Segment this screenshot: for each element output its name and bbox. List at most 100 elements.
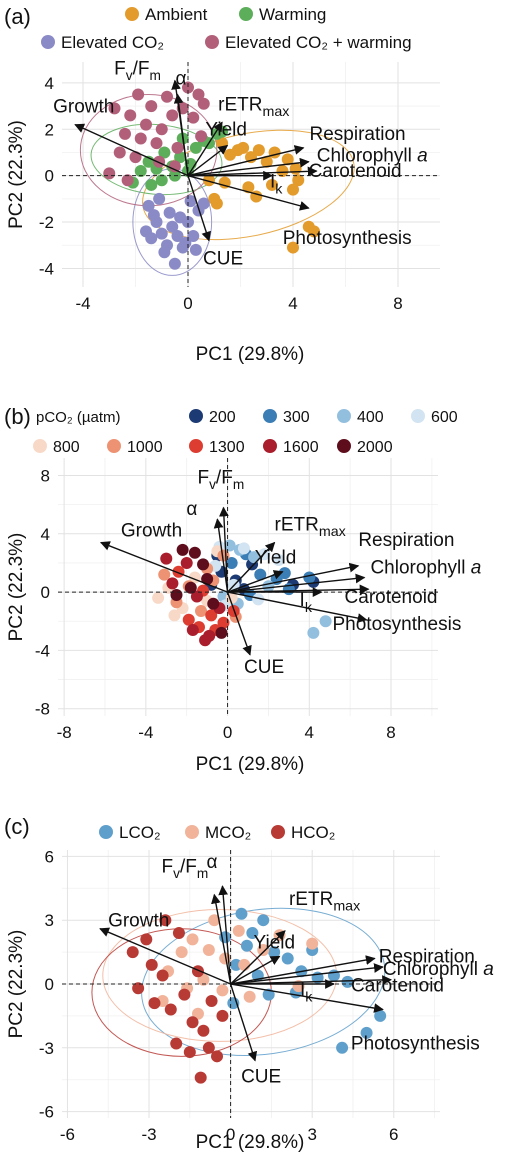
data-point [237, 542, 250, 555]
data-point [336, 1041, 349, 1054]
data-point [232, 924, 245, 937]
data-point [168, 257, 181, 270]
data-point [257, 914, 270, 927]
data-point [225, 556, 238, 569]
legend-label: 400 [357, 409, 384, 426]
panel-a: (a) Ambient Warming Elevated CO₂ Elevated CO… [4, 4, 440, 365]
panel-label: (c) [4, 814, 30, 839]
data-point [124, 109, 137, 122]
data-point [243, 990, 256, 1003]
data-point [190, 590, 203, 603]
loading-label: Fv/Fm [114, 59, 161, 83]
confidence-ellipse [141, 907, 386, 1056]
legend-swatch [189, 409, 203, 423]
data-point [197, 1024, 210, 1037]
legend-item: Elevated CO₂ + warming [205, 33, 412, 52]
loading-label: Ik [270, 172, 283, 198]
data-point [252, 593, 265, 606]
data-point [188, 546, 201, 559]
data-point [216, 984, 229, 997]
loading-label: α [186, 499, 197, 520]
x-tick-label: 8 [393, 294, 402, 313]
loading-arrow [227, 584, 370, 595]
data-point [189, 243, 202, 256]
legend-swatch [125, 7, 139, 21]
legend-item: 400 [337, 409, 384, 426]
loading-label: rETRmax [275, 515, 346, 541]
data-point [168, 160, 181, 173]
data-point [223, 539, 236, 552]
data-point [192, 88, 205, 101]
y-tick-label: 6 [45, 847, 54, 866]
legend-label: MCO₂ [205, 823, 251, 842]
loading-label: α [206, 852, 217, 873]
y-tick-label: -6 [39, 1103, 54, 1122]
data-point [203, 174, 215, 187]
data-point [195, 130, 208, 143]
legend-swatch [41, 35, 55, 49]
data-point [155, 227, 168, 240]
data-point [287, 241, 299, 254]
data-point [197, 558, 210, 571]
data-point [140, 933, 153, 946]
loading-arrow [213, 518, 229, 593]
x-axis-title: PC1 (29.8%) [196, 344, 305, 365]
data-point [260, 155, 273, 168]
loading-label: Yield [205, 120, 247, 141]
data-point [195, 605, 208, 618]
data-point [158, 146, 171, 159]
loadings: Growth Fv/Fmα rETRmax Yield RespirationChlor… [99, 852, 494, 1088]
panel-c: (c) LCO₂ MCO₂ HCO₂ Growth Fv/Fmα rETRmax Yield R… [4, 814, 494, 1153]
panel-label: (a) [4, 4, 31, 29]
loading-arrow [99, 541, 228, 593]
data-point [202, 1041, 215, 1054]
legend-label: 800 [53, 439, 80, 456]
data-point [237, 141, 250, 154]
data-point [142, 199, 155, 212]
legend-swatch [337, 409, 351, 423]
loading-label: Yield [254, 932, 296, 953]
loading-label: Carotenoid [309, 161, 402, 182]
data-point [238, 958, 251, 971]
loading-arrow [227, 570, 284, 593]
loading-arrow [230, 975, 393, 985]
data-point [292, 980, 305, 993]
data-point [306, 937, 319, 950]
loading-label: Respiration [379, 946, 475, 967]
loading-arrow [99, 927, 231, 985]
loading-label: Chlorophyll a [383, 959, 494, 980]
data-point [179, 236, 192, 249]
x-tick-label: 0 [226, 1125, 235, 1144]
legend-item: 200 [189, 409, 236, 426]
data-point [174, 211, 187, 224]
loading-label: α [176, 68, 187, 89]
legend-swatch [337, 439, 351, 453]
data-point [186, 1016, 199, 1029]
loading-arrow [230, 955, 281, 985]
y-tick-label: -4 [35, 641, 50, 660]
loading-arrow [187, 145, 305, 177]
loading-label: CUE [241, 1067, 281, 1088]
data-point [242, 181, 255, 194]
data-point [207, 597, 220, 610]
loading-arrow [187, 175, 211, 242]
loading-label: Respiration [310, 124, 406, 145]
legend-label: Warming [259, 5, 326, 24]
x-tick-label: -4 [75, 294, 90, 313]
legend-label: 300 [283, 409, 310, 426]
legend-item: HCO₂ [271, 823, 335, 842]
legend-label: 1600 [283, 439, 319, 456]
data-point [341, 975, 354, 988]
data-point [257, 943, 270, 956]
data-point [205, 609, 218, 622]
legend-item: 2000 [337, 439, 393, 456]
y-tick-label: -3 [39, 1039, 54, 1058]
data-point [216, 1009, 229, 1022]
data-point [252, 144, 265, 157]
y-tick-label: 8 [41, 466, 50, 485]
data-point [215, 626, 228, 639]
data-point [210, 197, 223, 210]
data-point [163, 206, 176, 219]
y-tick-label: 2 [45, 120, 54, 139]
x-tick-label: 3 [307, 1125, 316, 1144]
